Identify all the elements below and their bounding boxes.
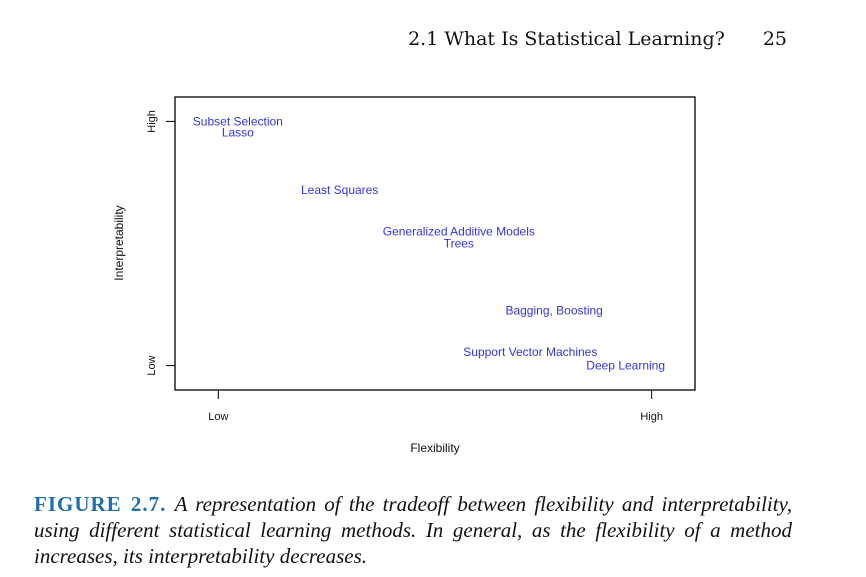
- page-number: 25: [762, 28, 787, 50]
- y-tick-label: High: [146, 110, 158, 133]
- x-tick-label: Low: [208, 411, 228, 423]
- method-label: Deep Learning: [586, 359, 665, 373]
- running-head: 2.1 What Is Statistical Learning? 25: [0, 28, 787, 50]
- x-tick-label: High: [640, 411, 663, 423]
- y-axis: Low High: [146, 110, 175, 376]
- section-title: 2.1 What Is Statistical Learning?: [408, 28, 725, 50]
- method-label: Trees: [444, 237, 474, 251]
- method-label: Least Squares: [301, 183, 378, 197]
- y-tick-label: Low: [146, 355, 158, 375]
- method-label: Support Vector Machines: [463, 345, 597, 359]
- method-label: Bagging, Boosting: [505, 304, 602, 318]
- method-label: Lasso: [222, 125, 254, 139]
- x-axis-label: Flexibility: [410, 441, 459, 455]
- figure-caption-text: A representation of the tradeoff between…: [34, 492, 792, 568]
- method-label: Generalized Additive Models: [383, 224, 535, 238]
- figure-caption: FIGURE 2.7. A representation of the trad…: [34, 491, 792, 569]
- figure-label: FIGURE 2.7.: [34, 492, 167, 516]
- y-axis-label: Interpretability: [112, 205, 126, 280]
- x-axis: Low High: [208, 389, 663, 423]
- method-label: Subset Selection: [193, 114, 283, 128]
- plot-frame: [174, 96, 696, 391]
